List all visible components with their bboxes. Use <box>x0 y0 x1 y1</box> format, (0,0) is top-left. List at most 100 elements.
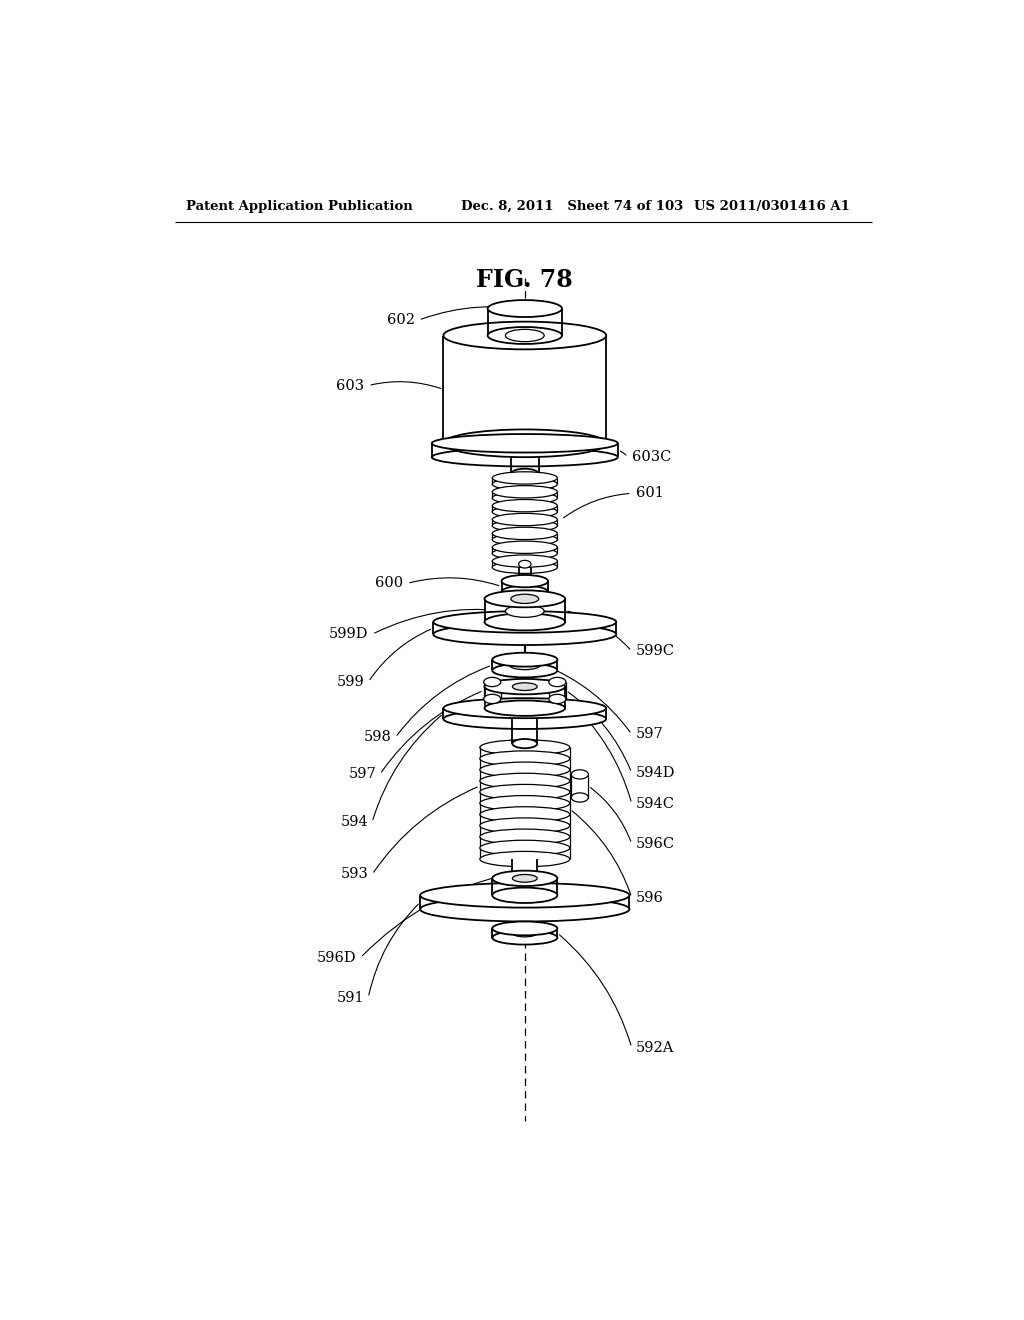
Ellipse shape <box>512 882 538 891</box>
Ellipse shape <box>493 499 557 512</box>
Ellipse shape <box>480 739 569 755</box>
Ellipse shape <box>443 709 606 729</box>
Bar <box>493 520 557 525</box>
Ellipse shape <box>511 594 539 603</box>
Text: FIG. 78: FIG. 78 <box>476 268 573 292</box>
Text: 600: 600 <box>375 577 403 590</box>
Ellipse shape <box>506 605 544 618</box>
Text: 603: 603 <box>336 379 365 392</box>
Text: Patent Application Publication: Patent Application Publication <box>186 199 413 213</box>
Ellipse shape <box>511 469 539 479</box>
Text: 599: 599 <box>337 675 365 689</box>
Ellipse shape <box>493 541 557 553</box>
Text: 602: 602 <box>387 313 415 327</box>
Ellipse shape <box>480 774 569 788</box>
Bar <box>493 561 557 568</box>
Ellipse shape <box>493 471 557 484</box>
Ellipse shape <box>518 560 531 568</box>
Bar <box>432 444 617 457</box>
Ellipse shape <box>493 871 557 886</box>
Ellipse shape <box>493 931 557 945</box>
Text: 594D: 594D <box>636 766 675 780</box>
Ellipse shape <box>484 701 565 715</box>
Ellipse shape <box>512 682 538 690</box>
Ellipse shape <box>502 586 548 598</box>
Ellipse shape <box>493 492 557 504</box>
Ellipse shape <box>493 548 557 560</box>
Ellipse shape <box>432 434 617 453</box>
Ellipse shape <box>443 322 606 350</box>
Bar <box>443 708 606 719</box>
Bar <box>511 457 539 474</box>
Text: 597: 597 <box>636 727 664 742</box>
Ellipse shape <box>493 486 557 498</box>
Ellipse shape <box>571 793 589 803</box>
Text: 596D: 596D <box>317 950 356 965</box>
Ellipse shape <box>480 851 569 867</box>
Bar <box>493 660 557 671</box>
Bar <box>493 928 557 937</box>
Bar <box>484 686 565 708</box>
Ellipse shape <box>509 660 541 669</box>
Ellipse shape <box>512 874 538 882</box>
Bar <box>512 719 538 743</box>
Ellipse shape <box>480 751 569 767</box>
Ellipse shape <box>484 590 565 607</box>
Text: Dec. 8, 2011   Sheet 74 of 103: Dec. 8, 2011 Sheet 74 of 103 <box>461 199 683 213</box>
Text: 601: 601 <box>636 486 664 500</box>
Text: 598: 598 <box>364 730 391 744</box>
Text: US 2011/0301416 A1: US 2011/0301416 A1 <box>693 199 850 213</box>
Ellipse shape <box>493 527 557 540</box>
Ellipse shape <box>484 614 565 631</box>
Text: 594: 594 <box>341 816 369 829</box>
Text: 592A: 592A <box>636 1040 674 1055</box>
Text: 599C: 599C <box>636 644 675 659</box>
Text: 594C: 594C <box>636 797 675 810</box>
Ellipse shape <box>493 506 557 517</box>
Ellipse shape <box>480 796 569 810</box>
Ellipse shape <box>480 784 569 800</box>
Bar <box>512 859 538 886</box>
Ellipse shape <box>493 513 557 525</box>
Ellipse shape <box>493 887 557 903</box>
Ellipse shape <box>420 883 630 908</box>
Bar <box>549 682 566 700</box>
Ellipse shape <box>493 520 557 532</box>
Bar <box>493 492 557 498</box>
Ellipse shape <box>571 770 589 779</box>
Ellipse shape <box>483 677 501 686</box>
Text: 603C: 603C <box>632 450 671 465</box>
Bar <box>493 878 557 895</box>
Bar <box>493 533 557 540</box>
Bar <box>433 622 616 635</box>
Text: 597: 597 <box>348 767 376 781</box>
Ellipse shape <box>480 762 569 777</box>
Ellipse shape <box>432 447 617 466</box>
Text: 591: 591 <box>337 991 365 1005</box>
Bar <box>502 581 548 591</box>
Ellipse shape <box>506 330 544 342</box>
Bar <box>420 895 630 909</box>
Bar <box>487 309 562 335</box>
Ellipse shape <box>483 694 501 704</box>
Ellipse shape <box>493 478 557 490</box>
Ellipse shape <box>493 533 557 545</box>
Bar <box>493 506 557 512</box>
Ellipse shape <box>487 300 562 317</box>
Text: 599D: 599D <box>329 627 369 642</box>
Ellipse shape <box>549 694 566 704</box>
Ellipse shape <box>480 829 569 845</box>
Ellipse shape <box>493 653 557 667</box>
Ellipse shape <box>512 739 538 748</box>
Ellipse shape <box>420 896 630 921</box>
Text: 596: 596 <box>636 891 664 904</box>
Ellipse shape <box>487 327 562 345</box>
Bar <box>443 335 606 444</box>
Ellipse shape <box>512 929 538 937</box>
Bar <box>493 478 557 484</box>
Text: 593: 593 <box>340 867 369 882</box>
Ellipse shape <box>433 623 616 645</box>
Ellipse shape <box>443 698 606 718</box>
Bar <box>493 548 557 553</box>
Ellipse shape <box>493 664 557 677</box>
